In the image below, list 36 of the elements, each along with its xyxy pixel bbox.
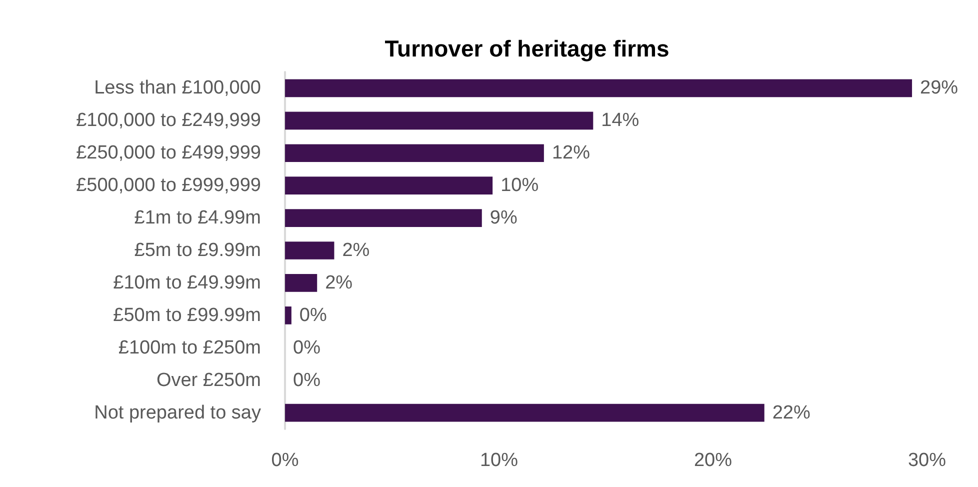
- bar: [285, 176, 493, 195]
- y-tick-label: £250,000 to £499,999: [76, 142, 261, 164]
- y-tick-label: £50m to £99.99m: [113, 304, 261, 326]
- bar: [285, 242, 334, 260]
- data-label: 0%: [299, 304, 327, 326]
- data-label: 9%: [490, 208, 518, 229]
- bar: [285, 112, 594, 130]
- bar: [285, 306, 292, 324]
- data-label: 10%: [500, 175, 539, 196]
- data-label: 22%: [772, 402, 810, 424]
- y-tick-label: £500,000 to £999,999: [76, 175, 261, 196]
- y-tick-label: Over £250m: [156, 370, 261, 391]
- x-tick-label: 30%: [908, 450, 946, 471]
- chart-title: Turnover of heritage firms: [384, 36, 670, 62]
- y-tick-label: £100m to £250m: [118, 337, 261, 358]
- bar: [285, 209, 482, 227]
- bar: [285, 274, 318, 292]
- y-tick-label: Not prepared to say: [94, 402, 262, 424]
- x-tick-label: 0%: [271, 450, 299, 471]
- data-label: 2%: [342, 240, 370, 261]
- data-label: 12%: [552, 142, 590, 164]
- y-tick-label: £100,000 to £249,999: [76, 110, 261, 132]
- x-tick-label: 20%: [694, 450, 732, 471]
- data-label: 14%: [601, 110, 640, 132]
- bar: [285, 144, 544, 162]
- bar: [285, 404, 764, 422]
- data-label: 2%: [325, 272, 353, 294]
- data-label: 0%: [293, 370, 321, 391]
- y-tick-label: £10m to £49.99m: [113, 272, 261, 294]
- x-tick-label: 10%: [480, 450, 518, 471]
- y-tick-label: Less than £100,000: [94, 78, 261, 99]
- y-tick-label: £1m to £4.99m: [134, 208, 261, 229]
- data-label: 0%: [293, 337, 321, 358]
- bar: [285, 79, 912, 98]
- y-tick-label: £5m to £9.99m: [134, 240, 261, 261]
- data-label: 29%: [920, 78, 958, 99]
